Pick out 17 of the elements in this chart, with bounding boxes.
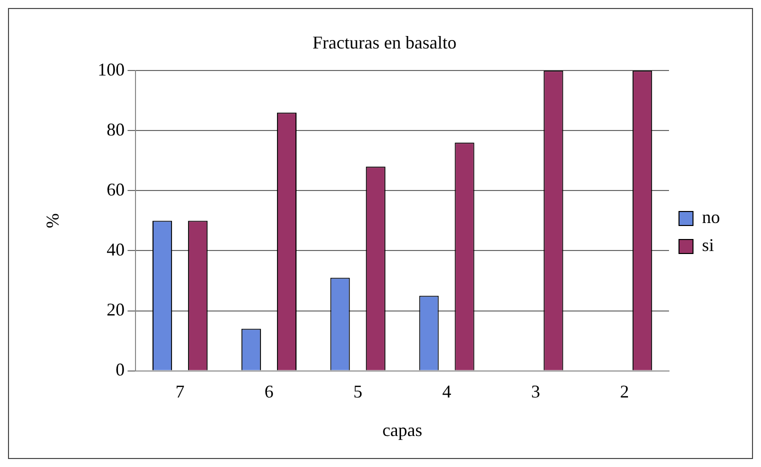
y-axis-title: % xyxy=(42,213,63,228)
legend-label: si xyxy=(702,235,714,256)
y-tick-label: 100 xyxy=(98,59,125,80)
x-tick-label: 7 xyxy=(176,381,185,402)
y-tick-label: 60 xyxy=(106,179,125,200)
y-tick-label: 40 xyxy=(106,239,125,260)
chart-title: Fracturas en basalto xyxy=(312,32,456,53)
y-tick-label: 80 xyxy=(106,119,125,140)
y-tick-label: 0 xyxy=(116,360,125,380)
x-tick-label: 6 xyxy=(264,381,274,402)
x-tick-label: 2 xyxy=(620,381,630,402)
x-axis-title: capas xyxy=(382,420,422,440)
legend-label: no xyxy=(702,207,720,228)
x-tick-label: 4 xyxy=(442,381,452,402)
y-tick-label: 20 xyxy=(106,299,125,320)
x-tick-label: 5 xyxy=(353,381,362,402)
x-tick-label: 3 xyxy=(531,381,540,402)
